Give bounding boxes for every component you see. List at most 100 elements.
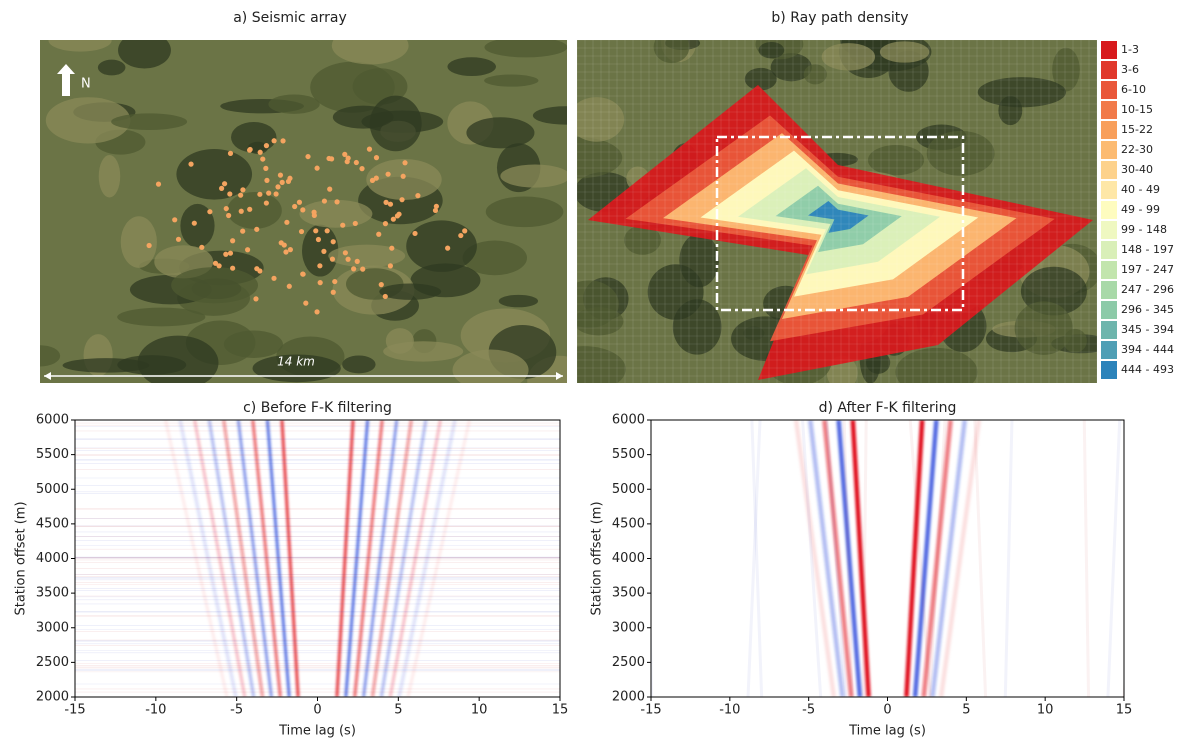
wave-stripe — [353, 420, 384, 697]
wave-stripe — [164, 420, 229, 697]
station — [172, 217, 178, 223]
station — [254, 266, 260, 272]
wavefield — [75, 420, 560, 697]
density-region — [808, 200, 869, 233]
station — [257, 149, 263, 155]
satellite-map — [577, 40, 1097, 383]
station — [296, 199, 303, 205]
legend-swatch — [1101, 221, 1117, 239]
y-tick-label: 2000 — [612, 690, 645, 705]
station — [223, 251, 229, 257]
wave-stripe — [397, 420, 457, 697]
field-patch — [653, 40, 690, 64]
station — [221, 181, 228, 187]
legend-label: 6-10 — [1121, 83, 1146, 96]
panel-title: b) Ray path density — [771, 10, 908, 26]
station — [254, 226, 260, 232]
wave-stripe — [251, 420, 282, 697]
field-patch — [342, 355, 376, 374]
study-area — [715, 135, 965, 312]
station — [238, 208, 244, 214]
station — [402, 160, 408, 166]
legend-label: 1-3 — [1121, 43, 1139, 56]
field-patch — [137, 335, 219, 383]
station — [311, 212, 317, 219]
station — [278, 240, 284, 246]
legend-label: 22-30 — [1121, 143, 1153, 156]
x-tick-label: 10 — [471, 703, 488, 718]
station — [207, 209, 213, 215]
residual-stripe — [1106, 420, 1122, 697]
station — [399, 197, 405, 203]
station — [271, 138, 277, 144]
plot-background — [75, 420, 560, 697]
wave-stripe — [808, 420, 845, 697]
station — [340, 222, 346, 228]
field-patch — [366, 158, 442, 201]
field-patch — [1052, 47, 1080, 92]
residual-stripe — [973, 420, 988, 697]
field-patch — [577, 97, 625, 142]
station — [342, 250, 348, 256]
station — [387, 201, 394, 207]
y-tick-label: 2500 — [36, 655, 69, 670]
legend-swatch — [1101, 41, 1117, 59]
field-patch — [48, 40, 112, 52]
field-patch — [111, 113, 188, 130]
station — [253, 296, 259, 302]
station — [352, 220, 358, 227]
station — [373, 155, 380, 161]
station — [412, 230, 418, 237]
station — [227, 150, 234, 156]
x-tick-label: 0 — [883, 703, 891, 718]
field-patch — [926, 130, 995, 176]
station — [445, 245, 451, 251]
field-patch — [484, 74, 539, 87]
legend-swatch — [1101, 181, 1117, 199]
station — [275, 184, 281, 190]
station — [353, 159, 359, 166]
x-axis-label: Time lag (s) — [278, 724, 356, 739]
station — [360, 266, 366, 272]
x-tick-label: -15 — [640, 703, 661, 718]
residual-stripe — [842, 420, 854, 697]
legend-label: 197 - 247 — [1121, 263, 1174, 276]
y-tick-label: 2000 — [36, 690, 69, 705]
field-patch — [331, 40, 409, 65]
field-patch — [447, 57, 496, 77]
station — [230, 238, 236, 244]
station — [280, 138, 286, 144]
station — [383, 199, 389, 205]
station — [330, 289, 336, 295]
wave-stripe — [178, 420, 238, 697]
wave-stripe — [236, 420, 273, 697]
residual-stripe — [1003, 420, 1014, 697]
field-patch — [180, 203, 215, 248]
station — [376, 231, 382, 237]
field-patch — [227, 191, 282, 229]
wiggles — [793, 420, 982, 697]
field-patch — [352, 68, 408, 105]
station — [389, 245, 395, 251]
y-tick-label: 4000 — [612, 551, 645, 566]
station — [219, 185, 225, 191]
wave-stripe — [362, 420, 399, 697]
station — [385, 171, 391, 177]
station — [146, 242, 152, 249]
legend-swatch — [1101, 61, 1117, 79]
station — [382, 221, 389, 227]
panel-title: c) Before F-K filtering — [243, 400, 392, 416]
field-patch — [299, 199, 373, 228]
x-tick-label: 5 — [962, 703, 970, 718]
y-tick-label: 5500 — [612, 447, 645, 462]
station — [432, 207, 439, 214]
x-tick-label: -15 — [64, 703, 85, 718]
field-patch — [268, 94, 320, 114]
field-patch — [171, 267, 259, 304]
station — [284, 219, 290, 225]
field-patch — [867, 144, 925, 176]
field-patch — [577, 137, 623, 179]
station — [366, 146, 373, 152]
station — [314, 309, 320, 315]
field-patch — [45, 97, 131, 144]
